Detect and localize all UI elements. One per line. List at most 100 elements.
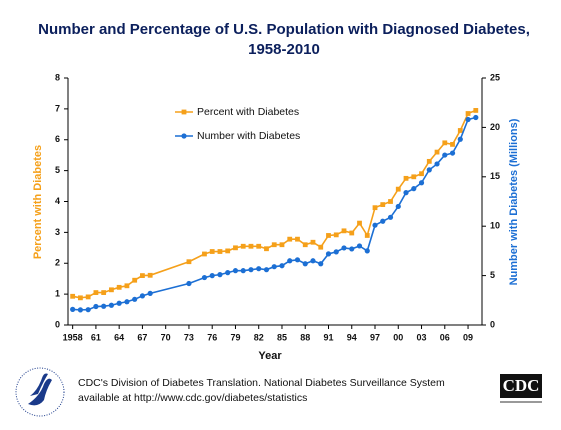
x-tick-label: 06: [440, 332, 450, 342]
x-tick-label: 03: [417, 332, 427, 342]
point: [225, 270, 231, 276]
point: [271, 264, 277, 270]
point: [233, 245, 238, 251]
point: [372, 205, 378, 211]
point: [302, 242, 308, 248]
legend-marker: [181, 109, 187, 115]
point: [380, 202, 386, 207]
point: [132, 277, 138, 283]
x-tick-label: 82: [254, 332, 264, 342]
point: [209, 249, 215, 254]
point: [85, 294, 91, 300]
y2-tick-label: 20: [490, 122, 500, 132]
y-tick-label: 0: [55, 319, 60, 329]
x-tick-label: 61: [91, 332, 101, 342]
point: [209, 273, 215, 279]
point: [124, 299, 130, 305]
point: [186, 280, 192, 287]
y-tick-label: 4: [55, 196, 60, 206]
chart-title: Number and Percentage of U.S. Population…: [38, 21, 530, 38]
point: [442, 140, 448, 146]
legend-label: Percent with Diabetes: [197, 106, 299, 118]
point: [108, 302, 115, 308]
x-tick-label: 94: [347, 332, 357, 342]
point: [140, 273, 145, 278]
footer-line: CDC's Division of Diabetes Translation. …: [78, 377, 445, 389]
y-tick-label: 6: [55, 134, 60, 144]
point: [372, 222, 378, 228]
y-tick-label: 5: [55, 165, 60, 175]
point: [426, 167, 432, 173]
point: [318, 244, 324, 250]
point: [70, 293, 76, 299]
point: [395, 186, 401, 192]
x-tick-label: 91: [323, 332, 333, 342]
y2-tick-label: 15: [490, 171, 500, 181]
point: [449, 150, 456, 156]
point: [248, 243, 254, 249]
point: [186, 259, 192, 265]
point: [333, 232, 339, 238]
point: [240, 243, 246, 249]
y2-tick-label: 10: [490, 221, 500, 231]
point: [295, 236, 300, 242]
y-tick-label: 1: [55, 289, 60, 299]
x-tick-label: 79: [230, 332, 240, 342]
point: [109, 287, 114, 293]
point: [341, 245, 347, 251]
y2-tick-label: 0: [490, 319, 495, 329]
x-tick-label: 85: [277, 332, 287, 342]
point: [356, 243, 363, 249]
point: [139, 293, 146, 299]
point: [147, 272, 153, 278]
point: [217, 272, 223, 278]
point: [70, 306, 76, 312]
point: [279, 263, 285, 269]
x-tick-label: 00: [393, 332, 403, 342]
point: [325, 251, 332, 257]
x-tick-label: 88: [300, 332, 310, 342]
point: [201, 274, 208, 281]
point: [248, 267, 254, 273]
point: [77, 307, 84, 313]
point: [473, 108, 479, 113]
x-tick-label: 64: [114, 332, 124, 342]
point: [387, 214, 394, 220]
cdc-logo: CDC: [500, 374, 542, 403]
x-tick-label: 73: [184, 332, 194, 342]
point: [147, 290, 153, 296]
point: [450, 141, 455, 147]
point: [232, 268, 239, 274]
y2-axis-title: Number with Diabetes (Millions): [508, 118, 520, 285]
y-tick-label: 3: [55, 227, 60, 237]
point: [341, 228, 347, 234]
point: [93, 303, 99, 310]
point: [426, 158, 432, 164]
point: [217, 249, 223, 254]
point: [442, 152, 448, 158]
point: [116, 300, 122, 306]
point: [434, 149, 440, 155]
x-axis-title: Year: [258, 350, 282, 362]
point: [395, 203, 401, 210]
point: [349, 246, 355, 252]
point: [434, 161, 440, 167]
point: [225, 248, 231, 254]
hhs-logo: [15, 367, 65, 417]
footer-line: available at http://www.cdc.gov/diabetes…: [78, 392, 307, 404]
point: [411, 186, 417, 192]
point: [403, 190, 409, 196]
point: [294, 257, 301, 263]
y-tick-label: 7: [55, 103, 60, 113]
point: [124, 283, 130, 289]
y-tick-label: 2: [55, 258, 60, 268]
point: [240, 268, 246, 274]
point: [101, 290, 107, 295]
point: [457, 128, 463, 133]
point: [256, 243, 262, 249]
x-tick-label: 76: [207, 332, 217, 342]
point: [256, 266, 262, 272]
point: [326, 233, 331, 238]
point: [473, 114, 479, 121]
